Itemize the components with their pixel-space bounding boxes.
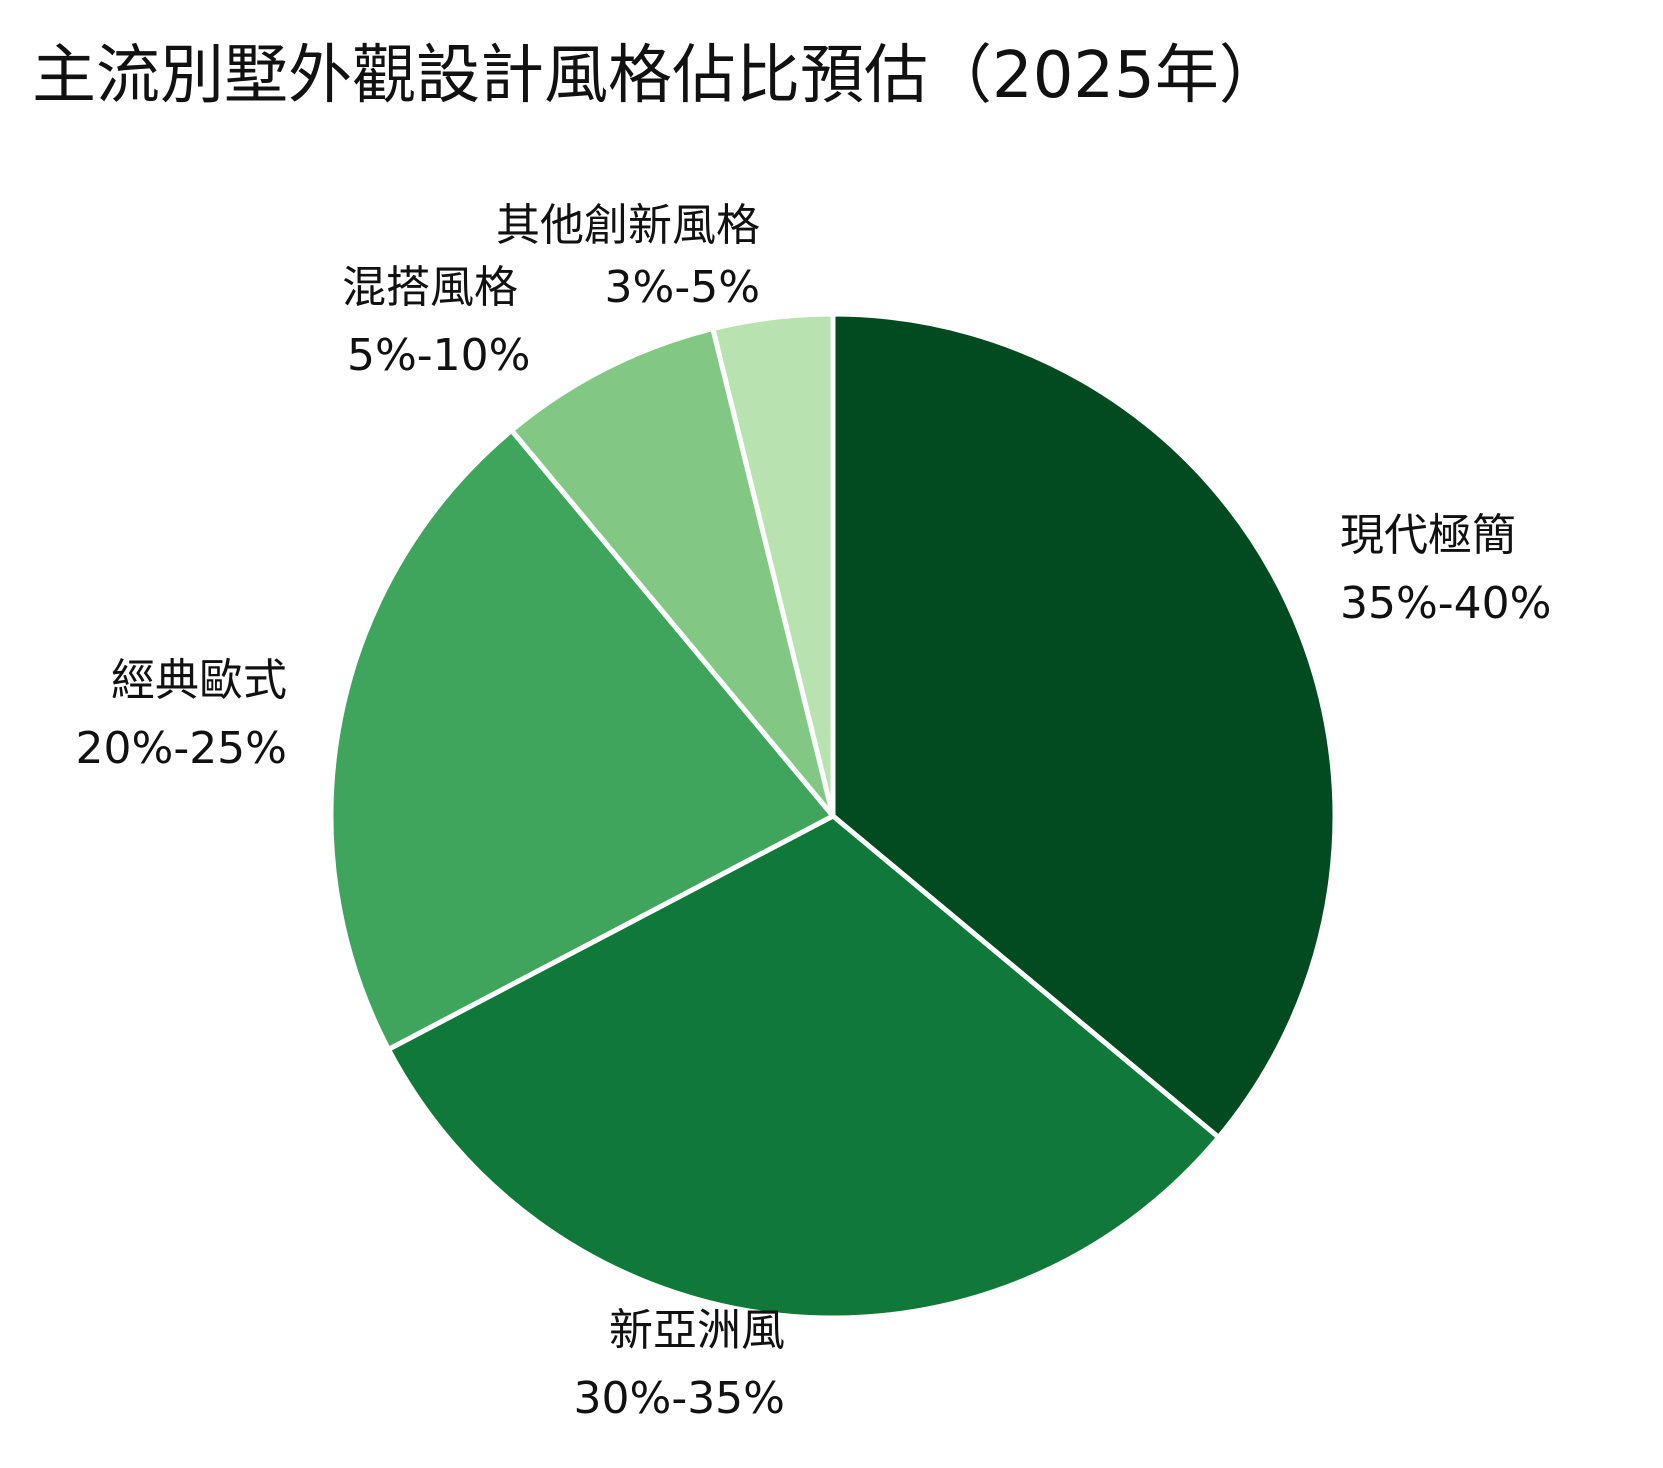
slice-range-label: 3%-5% [605, 262, 760, 313]
slice-category-label: 現代極簡 [1340, 510, 1516, 561]
pie-slice-4 [509, 326, 836, 819]
pie-slice-3 [328, 427, 836, 1052]
pie-slice-5 [710, 311, 836, 819]
slice-category-label: 其他創新風格 [496, 200, 760, 251]
pie-slice-1 [830, 311, 1338, 1140]
slice-category-label: 經典歐式 [111, 655, 287, 706]
slice-range-label: 5%-10% [347, 330, 530, 381]
slice-range-label: 20%-25% [76, 723, 287, 774]
slice-category-label: 混搭風格 [342, 262, 518, 313]
pie-labels: 現代極簡 35%-40% 新亞洲風 30%-35% 經典歐式 20%-25% 混搭風格 5%-… [76, 200, 1552, 1424]
slice-range-label: 35%-40% [1340, 578, 1551, 629]
chart-title: 主流別墅外觀設計風格佔比預估（2025年） [32, 39, 1283, 113]
pie-slices [328, 311, 1338, 1321]
slice-category-label: 新亞洲風 [609, 1305, 785, 1356]
slice-range-label: 30%-35% [574, 1373, 785, 1424]
